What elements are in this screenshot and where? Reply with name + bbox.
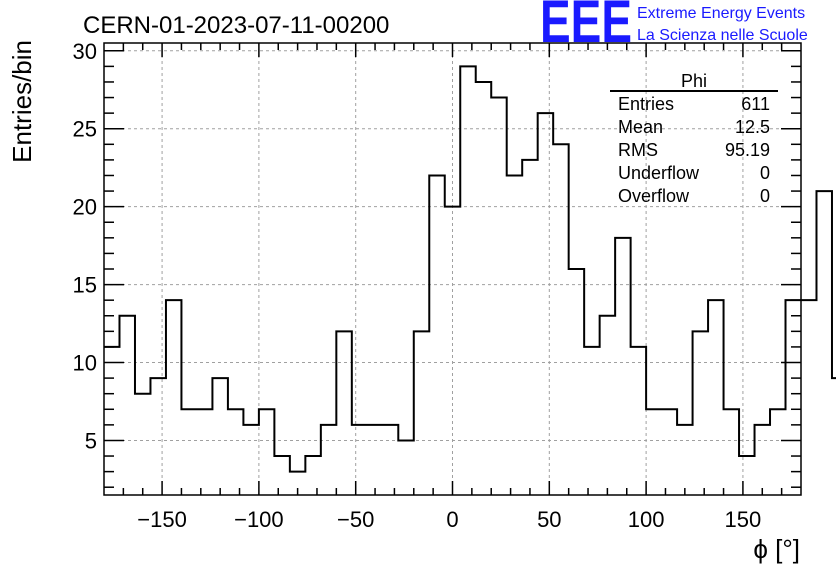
stats-row-label: RMS [618, 140, 658, 160]
stats-row-value: 0 [760, 163, 770, 183]
stats-row-label: Entries [618, 94, 674, 114]
x-tick-label: 0 [446, 507, 458, 532]
stats-row-label: Mean [618, 117, 663, 137]
stats-rows: Entries 611 Mean 12.5 RMS 95.19 Underflow 0 Over… [618, 94, 770, 206]
chart-title: CERN-01-2023-07-11-00200 [83, 12, 389, 39]
stats-row-value: 12.5 [735, 117, 770, 137]
x-tick-label: 50 [537, 507, 561, 532]
y-tick-label: 20 [73, 195, 97, 220]
stats-box: Phi Entries 611 Mean 12.5 RMS 95.19 Underflow 0… [610, 71, 778, 206]
stats-row-value: 0 [760, 186, 770, 206]
axis-ticks [104, 43, 801, 495]
x-tick-label: −150 [137, 507, 187, 532]
x-tick-label: −50 [337, 507, 374, 532]
stats-row-label: Overflow [618, 186, 690, 206]
eee-logo: EEE Extreme Energy Events La Scienza nel… [540, 0, 808, 55]
stats-title: Phi [681, 71, 707, 91]
eee-logo-line1: Extreme Energy Events [637, 5, 805, 22]
x-tick-label: 150 [725, 507, 762, 532]
grid-lines [104, 43, 801, 495]
histogram-series-line [104, 65, 836, 473]
stats-row-label: Underflow [618, 163, 700, 183]
x-tick-label: 100 [628, 507, 665, 532]
stats-row-value: 611 [741, 94, 770, 114]
stats-row-value: 95.19 [725, 140, 770, 160]
y-tick-label: 25 [73, 117, 97, 142]
x-tick-label: −100 [234, 507, 284, 532]
eee-logo-line2: La Scienza nelle Scuole [637, 27, 808, 44]
y-axis-title: Entries/bin [7, 40, 37, 163]
y-tick-label: 10 [73, 351, 97, 376]
tick-labels: −150 −100 −50 0 50 100 150 5 10 15 20 25 30 [73, 39, 762, 532]
y-tick-label: 15 [73, 273, 97, 298]
y-tick-label: 30 [73, 39, 97, 64]
y-tick-label: 5 [85, 428, 97, 453]
eee-logo-mark: EEE [540, 0, 632, 55]
x-axis-title: ϕ [°] [753, 534, 800, 564]
